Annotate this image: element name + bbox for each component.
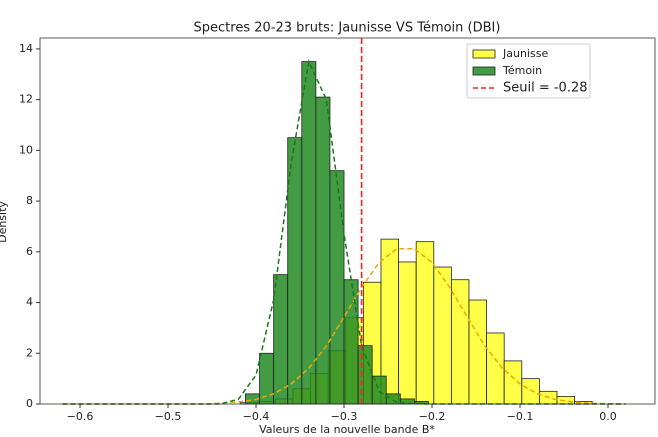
y-tick-label: 14 — [19, 42, 33, 55]
histogram-bar — [315, 96, 331, 405]
histogram-bar — [521, 378, 540, 405]
histogram-bar — [415, 241, 435, 405]
y-axis-label: Density — [0, 201, 9, 243]
chart-title: Spectres 20-23 bruts: Jaunisse VS Témoin… — [194, 21, 501, 36]
histogram-bar — [329, 170, 345, 405]
legend-label: Témoin — [502, 64, 542, 77]
histogram-bar — [468, 299, 487, 405]
x-tick-label: −0.5 — [155, 410, 182, 423]
histogram-bar — [301, 61, 317, 405]
x-tick-label: −0.2 — [419, 410, 446, 423]
x-axis-label: Valeurs de la nouvelle bande B* — [259, 423, 435, 436]
legend-label: Jaunisse — [502, 47, 548, 60]
x-tick-label: −0.6 — [67, 410, 94, 423]
histogram-bar — [486, 332, 505, 405]
legend-label: Seuil = -0.28 — [503, 81, 588, 96]
y-tick-label: 10 — [19, 143, 33, 156]
y-tick-label: 2 — [26, 346, 33, 359]
x-tick-label: −0.4 — [243, 410, 270, 423]
histogram-bar — [273, 274, 289, 405]
histogram-bar — [433, 266, 452, 405]
y-tick-label: 0 — [26, 397, 33, 410]
plot-frame — [39, 37, 656, 405]
kde-line — [62, 248, 626, 405]
y-tick-label: 12 — [19, 93, 33, 106]
legend-swatch — [472, 66, 496, 76]
x-tick-label: 0.0 — [599, 410, 617, 423]
legend-swatch — [472, 49, 496, 59]
histogram-bar — [343, 279, 359, 405]
histogram-bar — [287, 137, 303, 405]
histogram-bar — [398, 261, 417, 405]
y-tick-label: 4 — [26, 296, 33, 309]
y-tick-label: 8 — [26, 194, 33, 207]
x-tick-label: −0.3 — [331, 410, 358, 423]
x-tick-label: −0.1 — [507, 410, 534, 423]
histogram-bar — [450, 279, 470, 405]
legend-box — [466, 43, 591, 99]
y-tick-label: 6 — [26, 245, 33, 258]
histogram-bar — [385, 393, 401, 405]
histogram-bar — [556, 395, 575, 405]
